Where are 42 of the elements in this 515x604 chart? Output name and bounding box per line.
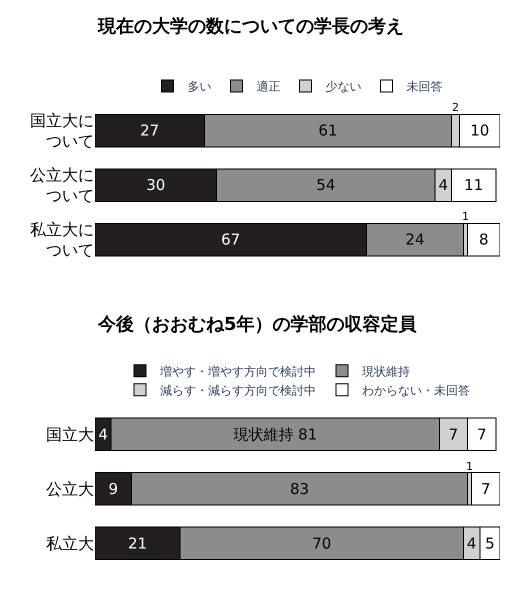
data-label: 9 — [108, 480, 118, 498]
data-label: 21 — [128, 534, 148, 552]
data-label: 27 — [140, 122, 160, 140]
legend-label: 適正 — [256, 80, 280, 94]
y-tick-label: 国立大について — [30, 110, 94, 151]
data-label: 1 — [462, 210, 469, 223]
legend-label: 少ない — [326, 80, 362, 94]
data-label: 54 — [316, 176, 336, 194]
data-label: 7 — [477, 425, 487, 444]
data-label: 10 — [470, 122, 490, 140]
data-label: 4 — [438, 176, 448, 194]
data-label: 67 — [221, 230, 240, 249]
bar — [471, 472, 500, 506]
data-label: 5 — [485, 534, 495, 552]
y-tick-label: 私立大について — [30, 220, 94, 260]
y-tick-label: 私立大 — [46, 534, 94, 553]
bar — [467, 222, 500, 257]
legend-label: わからない・未回答 — [362, 383, 470, 398]
data-label: 30 — [146, 176, 166, 194]
legend-label: 多い — [188, 80, 212, 94]
y-tick-label: 国立大 — [46, 424, 94, 444]
data-label: 11 — [464, 176, 484, 194]
legend-label: 増やす・増やす方向で検討中 — [159, 364, 316, 378]
data-label: 24 — [405, 230, 424, 249]
data-label: 8 — [479, 230, 489, 249]
chart-title: 今後（おおむね5年）の学部の収容定員 — [97, 314, 418, 335]
data-label: 7 — [448, 425, 458, 444]
y-tick-label: 公立大について — [30, 165, 94, 206]
y-tick-label: 公立大 — [46, 479, 94, 498]
data-label: 4 — [466, 534, 476, 552]
data-label: 83 — [290, 480, 310, 498]
data-label: 7 — [481, 480, 491, 498]
data-label: 現状維持 81 — [233, 425, 318, 444]
legend-label: 未回答 — [406, 80, 442, 94]
data-label: 61 — [318, 122, 338, 140]
data-label: 2 — [452, 101, 459, 114]
legend-label: 減らす・減らす方向で検討中 — [160, 383, 316, 398]
legend-label: 現状維持 — [362, 364, 410, 378]
data-label: 70 — [312, 534, 332, 552]
chart-title: 現在の大学の数についての学長の考え — [97, 16, 404, 37]
data-label: 1 — [466, 460, 473, 473]
data-label: 4 — [98, 425, 108, 444]
